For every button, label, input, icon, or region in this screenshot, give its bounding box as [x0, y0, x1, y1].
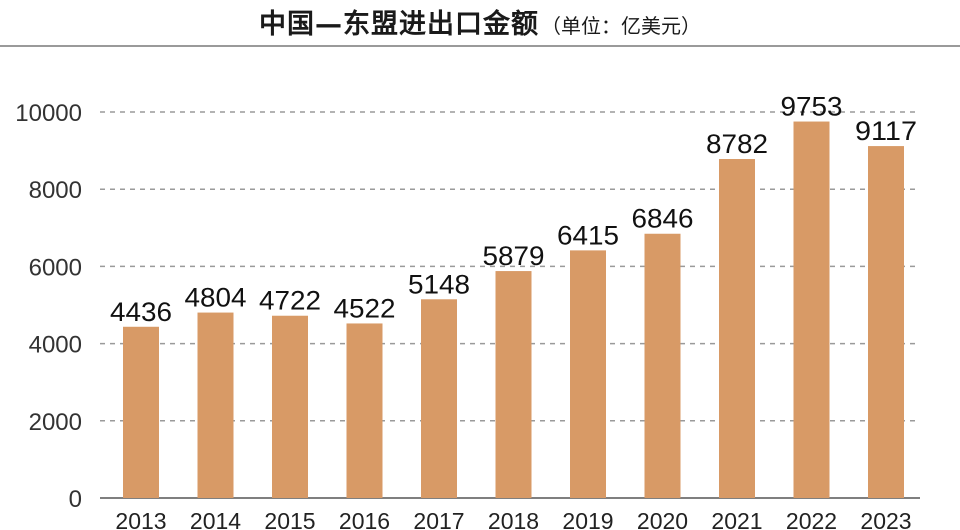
data-label: 5148 — [408, 269, 470, 299]
bar — [272, 315, 308, 498]
bar — [644, 233, 681, 499]
x-tick-label: 2023 — [860, 508, 911, 530]
bar — [719, 159, 755, 498]
y-tick-label: 8000 — [29, 177, 82, 204]
x-tick-label: 2022 — [786, 508, 837, 530]
bar — [495, 271, 532, 498]
x-tick-label: 2016 — [339, 508, 390, 530]
data-label: 6415 — [557, 220, 619, 250]
data-label: 9753 — [781, 92, 843, 122]
y-tick-label: 4000 — [29, 332, 82, 359]
bar — [421, 299, 457, 498]
title-divider — [0, 45, 960, 47]
bar — [868, 146, 904, 498]
x-tick-label: 2020 — [637, 508, 688, 530]
x-tick-label: 2018 — [488, 508, 539, 530]
x-tick-label: 2015 — [264, 508, 315, 530]
bar — [570, 250, 606, 498]
bar — [197, 312, 234, 498]
y-tick-label: 2000 — [29, 409, 82, 436]
data-label: 8782 — [706, 129, 768, 159]
data-label: 4722 — [259, 286, 321, 316]
y-tick-label: 10000 — [15, 100, 82, 127]
data-label: 6846 — [632, 204, 694, 234]
y-tick-label: 6000 — [29, 254, 82, 281]
bar — [793, 121, 830, 498]
x-tick-label: 2021 — [711, 508, 762, 530]
chart-title-block: 中国—东盟进出口金额 （单位：亿美元） — [0, 2, 960, 41]
chart-unit: （单位：亿美元） — [541, 14, 701, 38]
bar — [346, 323, 383, 498]
x-tick-label: 2019 — [562, 508, 613, 530]
x-tick-label: 2013 — [115, 508, 166, 530]
data-label: 9117 — [855, 116, 917, 146]
bar — [123, 326, 159, 498]
x-tick-label: 2017 — [413, 508, 464, 530]
data-label: 4436 — [110, 297, 172, 327]
data-label: 4522 — [334, 293, 396, 323]
y-tick-label: 0 — [69, 486, 82, 513]
data-label: 5879 — [483, 241, 545, 271]
x-tick-label: 2014 — [190, 508, 241, 530]
chart-title: 中国—东盟进出口金额 — [259, 9, 539, 40]
data-label: 4804 — [185, 283, 247, 313]
